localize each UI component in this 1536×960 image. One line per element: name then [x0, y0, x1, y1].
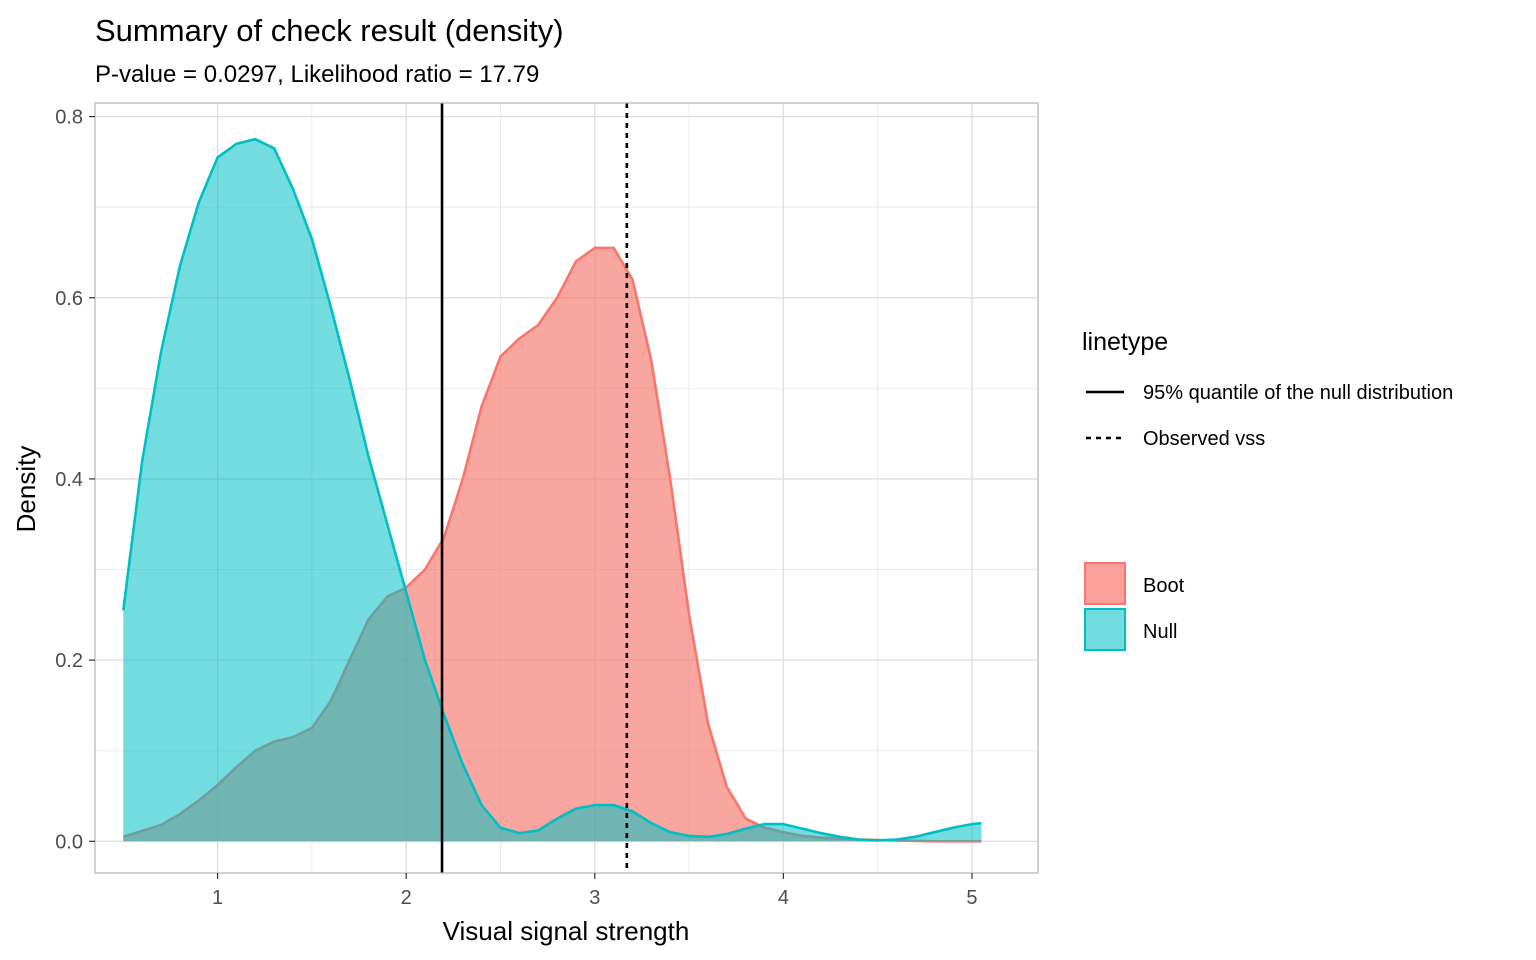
legend-null-key	[1084, 608, 1126, 651]
x-tick-label: 3	[589, 887, 600, 909]
y-tick-label: 0.2	[55, 650, 83, 672]
x-tick-label: 2	[401, 887, 412, 909]
plot-panel	[94, 102, 1039, 874]
legend-item-quantile: 95% quantile of the null distribution	[1143, 382, 1453, 404]
legend-item-observed: Observed vss	[1143, 428, 1265, 450]
null-density-line	[122, 137, 982, 842]
x-axis-label: Visual signal strength	[443, 916, 690, 946]
chart-subtitle: P-value = 0.0297, Likelihood ratio = 17.…	[95, 61, 539, 88]
chart-title: Summary of check result (density)	[95, 13, 564, 48]
y-tick-label: 0.0	[55, 831, 83, 853]
y-tick-label: 0.4	[55, 469, 83, 491]
y-tick-label: 0.6	[55, 288, 83, 310]
fill-legend: Boot Null	[1084, 562, 1185, 651]
legend-boot-key	[1084, 562, 1126, 605]
reference-lines	[440, 103, 629, 873]
x-tick-label: 1	[212, 887, 223, 909]
density-areas	[122, 137, 982, 843]
null-density-area	[123, 139, 982, 842]
linetype-legend: linetype 95% quantile of the null distri…	[1082, 328, 1453, 450]
x-axis: 1 2 3 4 5	[212, 873, 978, 909]
legend-item-boot: Boot	[1143, 575, 1185, 597]
panel-border	[94, 102, 1039, 874]
legend-item-null: Null	[1143, 621, 1177, 643]
linetype-legend-title: linetype	[1082, 328, 1168, 356]
y-axis-label: Density	[11, 446, 41, 533]
y-tick-label: 0.8	[55, 107, 83, 129]
x-tick-label: 4	[778, 887, 789, 909]
x-tick-label: 5	[966, 887, 977, 909]
y-axis: 0.0 0.2 0.4 0.6 0.8	[55, 107, 95, 853]
